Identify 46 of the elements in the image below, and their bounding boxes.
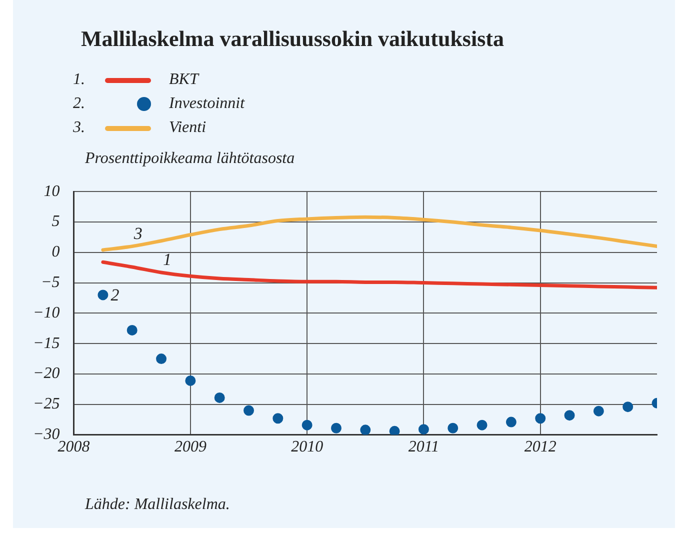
text: 1. bbox=[73, 70, 86, 90]
x-tick-label: 2011 bbox=[408, 438, 440, 456]
y-tick-label: −5 bbox=[41, 274, 60, 292]
point bbox=[98, 290, 108, 300]
y-tick-label: −20 bbox=[33, 365, 60, 382]
annotation: 3 bbox=[132, 224, 142, 243]
y-tick-label: −10 bbox=[33, 304, 60, 322]
point bbox=[418, 424, 429, 435]
x-tick-label: 2012 bbox=[524, 438, 556, 456]
point bbox=[185, 375, 196, 386]
y-axis-title: Prosenttipoikkeama lähtötasosta bbox=[85, 150, 296, 168]
point bbox=[126, 324, 138, 336]
x-tick-label: 2010 bbox=[291, 438, 324, 456]
text: Lähde: Mallilaskelma. bbox=[85, 496, 231, 514]
x-tick-label: 2009 bbox=[174, 438, 206, 456]
point bbox=[476, 420, 488, 430]
point bbox=[593, 406, 604, 416]
point bbox=[330, 422, 342, 434]
annotation: 1 bbox=[163, 250, 172, 269]
point bbox=[448, 422, 458, 434]
text: 3. bbox=[73, 118, 86, 138]
point bbox=[506, 416, 516, 428]
text: 2. bbox=[73, 94, 86, 114]
point bbox=[564, 410, 575, 421]
y-tick-label: 5 bbox=[52, 213, 60, 230]
legend-label: Vienti bbox=[169, 118, 206, 138]
point bbox=[244, 405, 254, 416]
y-tick-label: −30 bbox=[33, 426, 60, 444]
point bbox=[214, 392, 225, 403]
point bbox=[302, 420, 312, 430]
y-tick-label: 0 bbox=[52, 244, 60, 261]
y-tick-label: −25 bbox=[33, 396, 60, 413]
point bbox=[622, 402, 634, 412]
legend-label: Investoinnit bbox=[169, 94, 245, 114]
annotation: 2 bbox=[110, 285, 120, 304]
point bbox=[535, 413, 546, 424]
line-series bbox=[101, 215, 657, 252]
chart-title: Mallilaskelma varallisuussokin vaikutuksista bbox=[81, 25, 505, 52]
x-tick-label: 2008 bbox=[58, 438, 90, 456]
legend-label: BKT bbox=[169, 70, 198, 90]
point bbox=[272, 413, 284, 424]
point bbox=[360, 424, 371, 435]
point bbox=[389, 426, 400, 435]
y-tick-label: −15 bbox=[33, 334, 60, 352]
y-tick-label: 10 bbox=[44, 182, 60, 200]
point bbox=[156, 354, 167, 364]
